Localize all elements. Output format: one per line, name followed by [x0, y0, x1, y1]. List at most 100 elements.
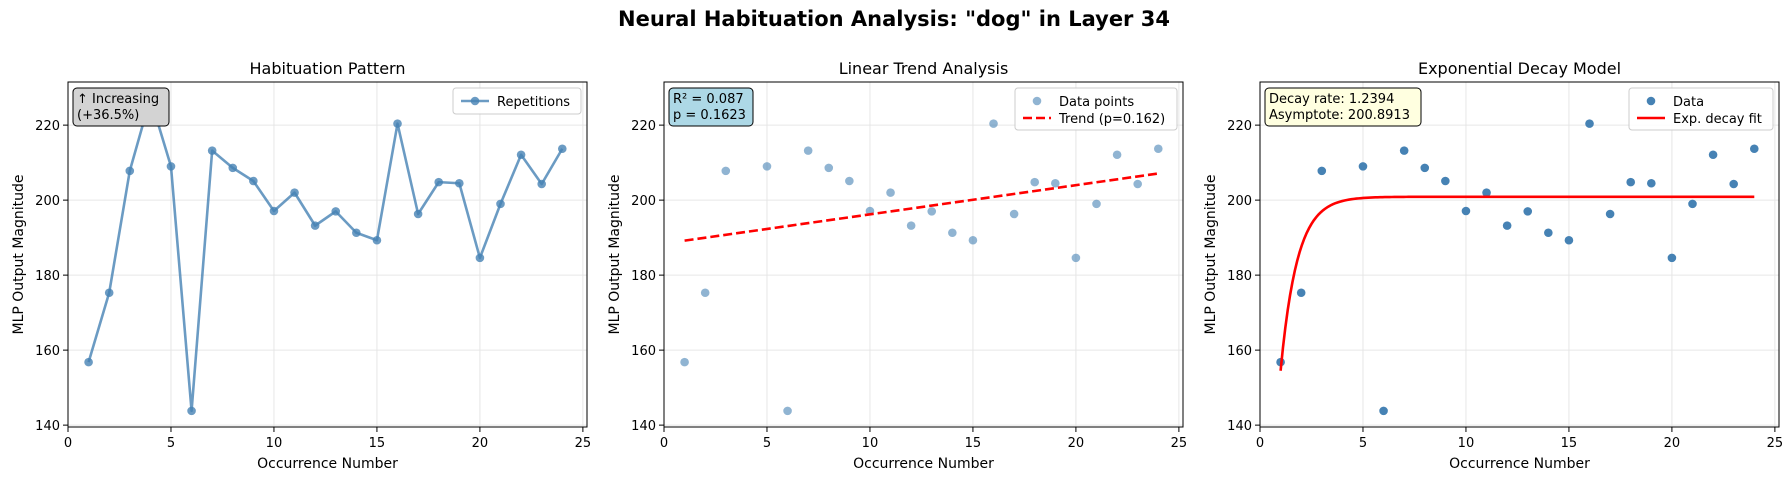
legend: Repetitions — [452, 87, 582, 115]
data-point — [475, 253, 485, 263]
annotation-line: ↑ Increasing — [77, 92, 159, 107]
x-tick-label: 15 — [1561, 436, 1578, 451]
data-point — [1071, 253, 1081, 263]
y-tick-label: 180 — [1227, 269, 1252, 284]
data-point — [1729, 179, 1738, 189]
x-axis-label: Occurrence Number — [853, 456, 994, 472]
data-point — [1523, 207, 1533, 216]
x-axis-label: Occurrence Number — [1449, 456, 1590, 472]
x-tick-label: 5 — [763, 436, 771, 451]
y-tick-label: 140 — [1227, 419, 1252, 434]
series-line-repetitions — [87, 96, 564, 413]
panel-3: 0 5 10 15 20 25 140 160 180 200 220 Exponential Dec… — [1203, 59, 1783, 472]
axes-frame — [67, 81, 588, 428]
data-point — [187, 406, 196, 416]
data-point — [783, 406, 792, 416]
x-tick-label: 10 — [266, 436, 283, 451]
legend: Data points Trend (p=0.162) — [1014, 87, 1178, 131]
legend-frame — [1628, 87, 1774, 131]
data-point — [1030, 177, 1040, 187]
data-point — [824, 163, 834, 173]
data-point — [1749, 144, 1759, 154]
x-tick-label: 5 — [167, 436, 175, 451]
x-tick-label: 15 — [369, 436, 386, 451]
data-point — [1564, 235, 1574, 245]
legend: Data Exp. decay fit — [1628, 87, 1774, 131]
data-point — [1708, 150, 1718, 160]
data-point — [207, 146, 217, 155]
plot-area — [680, 93, 1163, 416]
y-tick-label: 200 — [631, 194, 656, 209]
data-point — [413, 209, 423, 219]
data-point — [249, 176, 258, 186]
y-tick-label: 180 — [631, 269, 656, 284]
y-axis-label: MLP Output Magnitude — [11, 174, 27, 334]
data-point — [721, 166, 731, 176]
x-tick-label: 10 — [862, 436, 879, 451]
data-point — [434, 177, 444, 187]
data-point — [1626, 177, 1636, 187]
legend-entry-label: Data — [1673, 95, 1704, 110]
y-axis-label: MLP Output Magnitude — [607, 174, 623, 334]
legend-entry-label: Repetitions — [497, 95, 570, 110]
data-point — [886, 188, 895, 197]
data-point — [1605, 209, 1615, 219]
annotation-box: ↑ Increasing(+36.5%) — [72, 87, 170, 127]
annotation-background — [72, 87, 170, 127]
axes-frame — [663, 81, 1184, 428]
x-tick-label: 20 — [472, 436, 489, 451]
legend-frame — [1014, 87, 1178, 131]
y-tick-label: 140 — [631, 419, 656, 434]
x-tick-label: 10 — [1458, 436, 1475, 451]
data-point — [845, 176, 854, 186]
annotation-background — [1264, 87, 1422, 127]
exp-decay-fit-line — [1279, 195, 1755, 371]
data-point — [1112, 150, 1122, 160]
data-point — [1317, 166, 1327, 176]
legend-entry-label: Trend (p=0.162) — [1058, 112, 1165, 127]
annotation-line: Asymptote: 200.8913 — [1269, 108, 1410, 123]
data-point — [1296, 288, 1306, 298]
x-tick-label: 5 — [1359, 436, 1367, 451]
data-point — [331, 207, 341, 216]
legend-entry-label: Exp. decay fit — [1673, 112, 1762, 127]
data-point — [125, 166, 135, 176]
y-tick-label: 160 — [1227, 344, 1252, 359]
figure-title: Neural Habituation Analysis: "dog" in La… — [618, 7, 1170, 31]
data-point — [968, 235, 978, 245]
data-point — [1009, 209, 1019, 219]
y-tick-label: 220 — [631, 119, 656, 134]
data-point — [372, 235, 382, 245]
data-point — [557, 144, 567, 154]
data-point — [166, 162, 176, 171]
data-point — [269, 206, 279, 216]
y-tick-label: 180 — [35, 269, 60, 284]
data-point — [948, 228, 957, 238]
data-point — [1482, 188, 1491, 197]
x-tick-label: 0 — [660, 436, 668, 451]
y-tick-label: 220 — [1227, 119, 1252, 134]
data-point — [496, 199, 505, 209]
data-point — [803, 146, 813, 155]
data-point — [1647, 178, 1656, 188]
panel-title: Habituation Pattern — [250, 59, 406, 78]
data-point — [989, 119, 998, 128]
data-point — [393, 119, 402, 128]
y-tick-label: 160 — [35, 344, 60, 359]
data-point — [927, 207, 937, 216]
data-point — [1667, 253, 1677, 263]
legend-entry-label: Data points — [1059, 95, 1134, 110]
axes-frame — [1259, 81, 1780, 428]
panel-title: Exponential Decay Model — [1418, 59, 1621, 78]
plot-area — [84, 93, 567, 416]
data-point — [1502, 221, 1512, 230]
annotation-background — [668, 87, 754, 127]
data-point — [84, 357, 93, 367]
data-point — [762, 162, 772, 171]
data-point — [680, 357, 689, 367]
x-tick-label: 25 — [1767, 436, 1784, 451]
x-tick-label: 15 — [965, 436, 982, 451]
data-point — [1688, 199, 1697, 209]
